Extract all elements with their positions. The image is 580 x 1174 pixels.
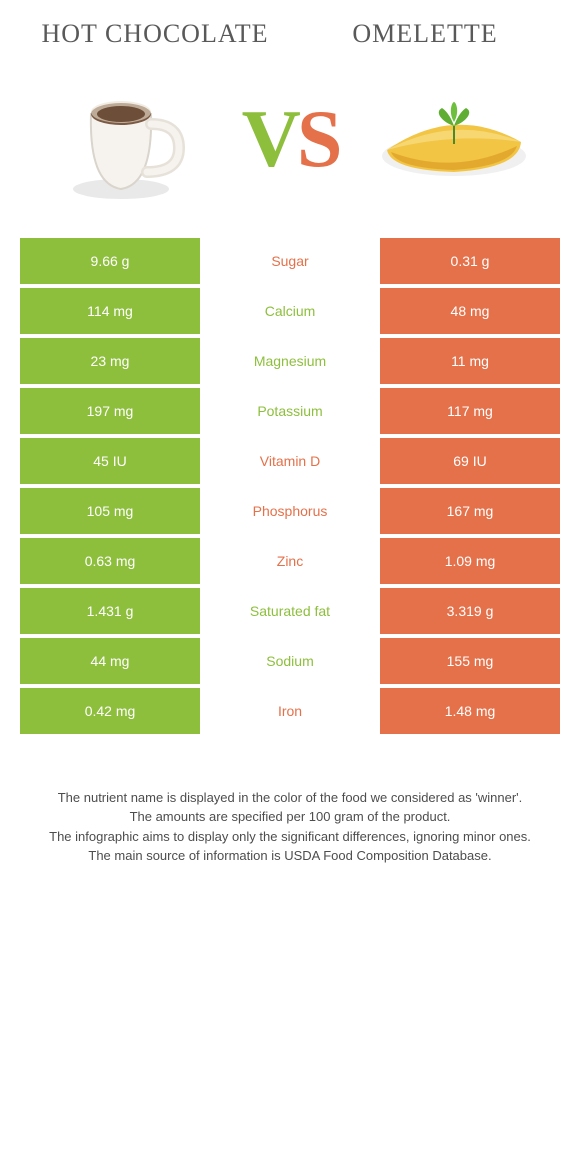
- nutrient-row: 44 mgSodium155 mg: [20, 638, 560, 684]
- nutrient-row: 105 mgPhosphorus167 mg: [20, 488, 560, 534]
- nutrient-left-value: 197 mg: [20, 388, 200, 434]
- titles-row: Hot Chocolate Omelette: [20, 20, 560, 49]
- nutrient-label: Sodium: [200, 638, 380, 684]
- food-right-title: Omelette: [290, 20, 560, 49]
- food-right-image: [348, 69, 560, 209]
- vs-label: VS: [242, 98, 339, 180]
- nutrient-right-value: 0.31 g: [380, 238, 560, 284]
- nutrient-right-value: 155 mg: [380, 638, 560, 684]
- nutrient-right-value: 69 IU: [380, 438, 560, 484]
- nutrient-right-value: 11 mg: [380, 338, 560, 384]
- food-left-image: [20, 69, 232, 209]
- nutrient-label: Calcium: [200, 288, 380, 334]
- nutrient-right-value: 3.319 g: [380, 588, 560, 634]
- nutrient-label: Magnesium: [200, 338, 380, 384]
- nutrient-left-value: 114 mg: [20, 288, 200, 334]
- nutrient-label: Sugar: [200, 238, 380, 284]
- nutrient-right-value: 167 mg: [380, 488, 560, 534]
- footnote-line: The amounts are specified per 100 gram o…: [30, 807, 550, 827]
- nutrient-row: 45 IUVitamin D69 IU: [20, 438, 560, 484]
- nutrient-label: Phosphorus: [200, 488, 380, 534]
- nutrient-left-value: 105 mg: [20, 488, 200, 534]
- nutrient-row: 9.66 gSugar0.31 g: [20, 238, 560, 284]
- nutrient-left-value: 0.63 mg: [20, 538, 200, 584]
- nutrient-row: 0.42 mgIron1.48 mg: [20, 688, 560, 734]
- nutrient-right-value: 117 mg: [380, 388, 560, 434]
- hero-row: VS: [20, 69, 560, 209]
- nutrient-row: 1.431 gSaturated fat3.319 g: [20, 588, 560, 634]
- nutrient-row: 114 mgCalcium48 mg: [20, 288, 560, 334]
- vs-s: S: [297, 93, 339, 184]
- vs-v: V: [242, 93, 297, 184]
- footnote-line: The infographic aims to display only the…: [30, 827, 550, 847]
- nutrient-right-value: 1.48 mg: [380, 688, 560, 734]
- nutrient-label: Potassium: [200, 388, 380, 434]
- nutrient-left-value: 23 mg: [20, 338, 200, 384]
- nutrient-row: 197 mgPotassium117 mg: [20, 388, 560, 434]
- infographic-container: Hot Chocolate Omelette VS: [0, 0, 580, 896]
- nutrient-row: 23 mgMagnesium11 mg: [20, 338, 560, 384]
- nutrient-table: 9.66 gSugar0.31 g114 mgCalcium48 mg23 mg…: [20, 234, 560, 738]
- nutrient-right-value: 1.09 mg: [380, 538, 560, 584]
- nutrient-label: Vitamin D: [200, 438, 380, 484]
- nutrient-left-value: 0.42 mg: [20, 688, 200, 734]
- nutrient-label: Saturated fat: [200, 588, 380, 634]
- nutrient-label: Iron: [200, 688, 380, 734]
- nutrient-right-value: 48 mg: [380, 288, 560, 334]
- nutrient-left-value: 45 IU: [20, 438, 200, 484]
- footnote-line: The main source of information is USDA F…: [30, 846, 550, 866]
- nutrient-left-value: 44 mg: [20, 638, 200, 684]
- nutrient-label: Zinc: [200, 538, 380, 584]
- nutrient-left-value: 1.431 g: [20, 588, 200, 634]
- food-left-title: Hot Chocolate: [20, 20, 290, 49]
- nutrient-row: 0.63 mgZinc1.09 mg: [20, 538, 560, 584]
- footnote-line: The nutrient name is displayed in the co…: [30, 788, 550, 808]
- footnotes: The nutrient name is displayed in the co…: [20, 788, 560, 866]
- nutrient-left-value: 9.66 g: [20, 238, 200, 284]
